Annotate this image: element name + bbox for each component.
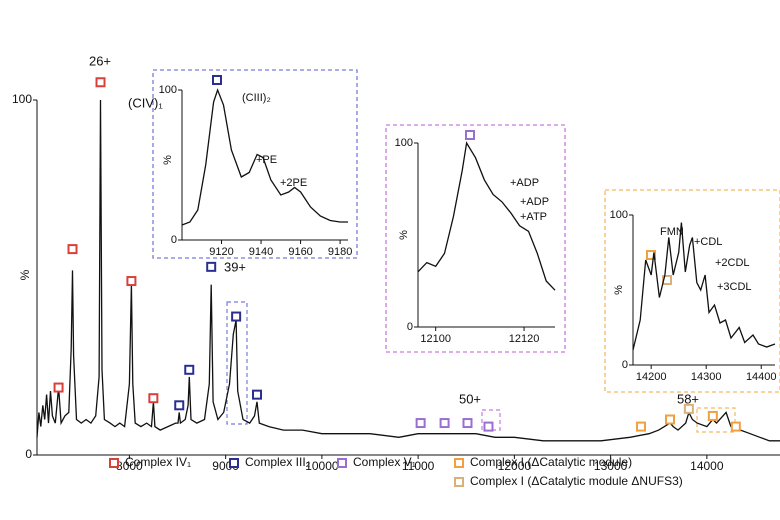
peak-marker <box>462 418 473 429</box>
y-tick-label: 100 <box>12 92 32 106</box>
annotation: +ATP <box>520 211 547 223</box>
legend-swatch <box>454 477 464 487</box>
zoom-box <box>481 409 501 431</box>
annotation: +2CDL <box>715 257 750 269</box>
legend-label: Complex III₂ <box>245 455 311 469</box>
annotation: 58+ <box>677 391 699 406</box>
peak-marker <box>148 393 159 404</box>
peak-marker <box>439 418 450 429</box>
annotation: 50+ <box>459 391 481 406</box>
x-tick-label: 8000 <box>116 459 143 473</box>
legend-swatch <box>337 458 347 468</box>
inset-marker <box>212 75 222 85</box>
annotation: +2PE <box>280 177 307 189</box>
peak-marker <box>683 403 694 414</box>
y-axis-label: % <box>398 230 410 240</box>
peak-marker <box>174 400 185 411</box>
legend-label: Complex IV₁ <box>125 455 191 469</box>
y-axis-label: % <box>18 269 32 280</box>
x-tick-label: 9140 <box>249 246 273 258</box>
peak-marker <box>67 244 78 255</box>
legend-swatch <box>454 458 464 468</box>
peak-marker <box>664 414 675 425</box>
annotation: FMN <box>660 226 684 238</box>
peak-marker <box>231 311 242 322</box>
annotation: +PE <box>256 154 277 166</box>
x-tick-label: 14400 <box>746 371 777 383</box>
y-tick-label: 0 <box>171 234 177 246</box>
annotation: (CIII)₂ <box>242 92 271 104</box>
x-tick-label: 11000 <box>402 459 435 473</box>
x-tick-label: 9180 <box>328 246 352 258</box>
y-tick-label: 100 <box>159 84 177 96</box>
zoom-box <box>226 301 248 425</box>
x-tick-label: 14000 <box>690 459 724 473</box>
annotation: +ADP <box>510 177 539 189</box>
x-tick-label: 10000 <box>305 459 339 473</box>
annotation: +3CDL <box>717 281 752 293</box>
x-tick-label: 12120 <box>509 333 540 345</box>
spectrum-line <box>181 88 348 226</box>
spectrum-line <box>632 222 776 351</box>
y-axis-label: % <box>613 285 625 295</box>
zoom-box <box>696 407 736 433</box>
x-tick-label: 12100 <box>420 333 451 345</box>
annotation: 26+ <box>89 53 111 68</box>
annotation: +CDL <box>694 236 722 248</box>
peak-marker <box>95 77 106 88</box>
peak-marker <box>636 421 647 432</box>
peak-marker <box>206 261 217 272</box>
inset-frame <box>604 189 780 393</box>
legend-label: Complex I (ΔCatalytic module ΔNUFS3) <box>470 474 683 488</box>
spectrum-line <box>417 141 556 291</box>
inset-marker <box>465 130 475 140</box>
x-tick-label: 13000 <box>594 459 628 473</box>
peak-marker <box>707 410 718 421</box>
inset-frame <box>385 124 566 353</box>
y-tick-label: 100 <box>395 137 413 149</box>
y-tick-label: 0 <box>407 321 413 333</box>
peak-marker <box>126 276 137 287</box>
legend-label: Complex V₁ <box>353 455 416 469</box>
annotation: (CIV)₁ <box>128 95 163 110</box>
x-tick-label: 12000 <box>498 459 532 473</box>
annotation: 39+ <box>224 259 246 274</box>
inset-marker <box>646 250 656 260</box>
legend-label: Complex I (ΔCatalytic module) <box>470 455 632 469</box>
peak-marker <box>483 421 494 432</box>
x-tick-label: 14200 <box>636 371 667 383</box>
peak-marker <box>415 418 426 429</box>
legend-swatch <box>109 458 119 468</box>
inset-marker <box>662 275 672 285</box>
inset-frame <box>152 69 358 259</box>
peak-marker <box>184 364 195 375</box>
y-axis-label: % <box>162 155 174 165</box>
peak-marker <box>730 421 741 432</box>
legend-swatch <box>229 458 239 468</box>
spectrum-line <box>36 99 780 442</box>
y-tick-label: 100 <box>610 209 628 221</box>
x-tick-label: 9160 <box>288 246 312 258</box>
y-tick-label: 0 <box>25 447 32 461</box>
peak-marker <box>252 389 263 400</box>
peak-marker <box>53 382 64 393</box>
x-tick-label: 9120 <box>209 246 233 258</box>
x-tick-label: 14300 <box>691 371 722 383</box>
y-tick-label: 0 <box>622 359 628 371</box>
annotation: +ADP <box>520 196 549 208</box>
